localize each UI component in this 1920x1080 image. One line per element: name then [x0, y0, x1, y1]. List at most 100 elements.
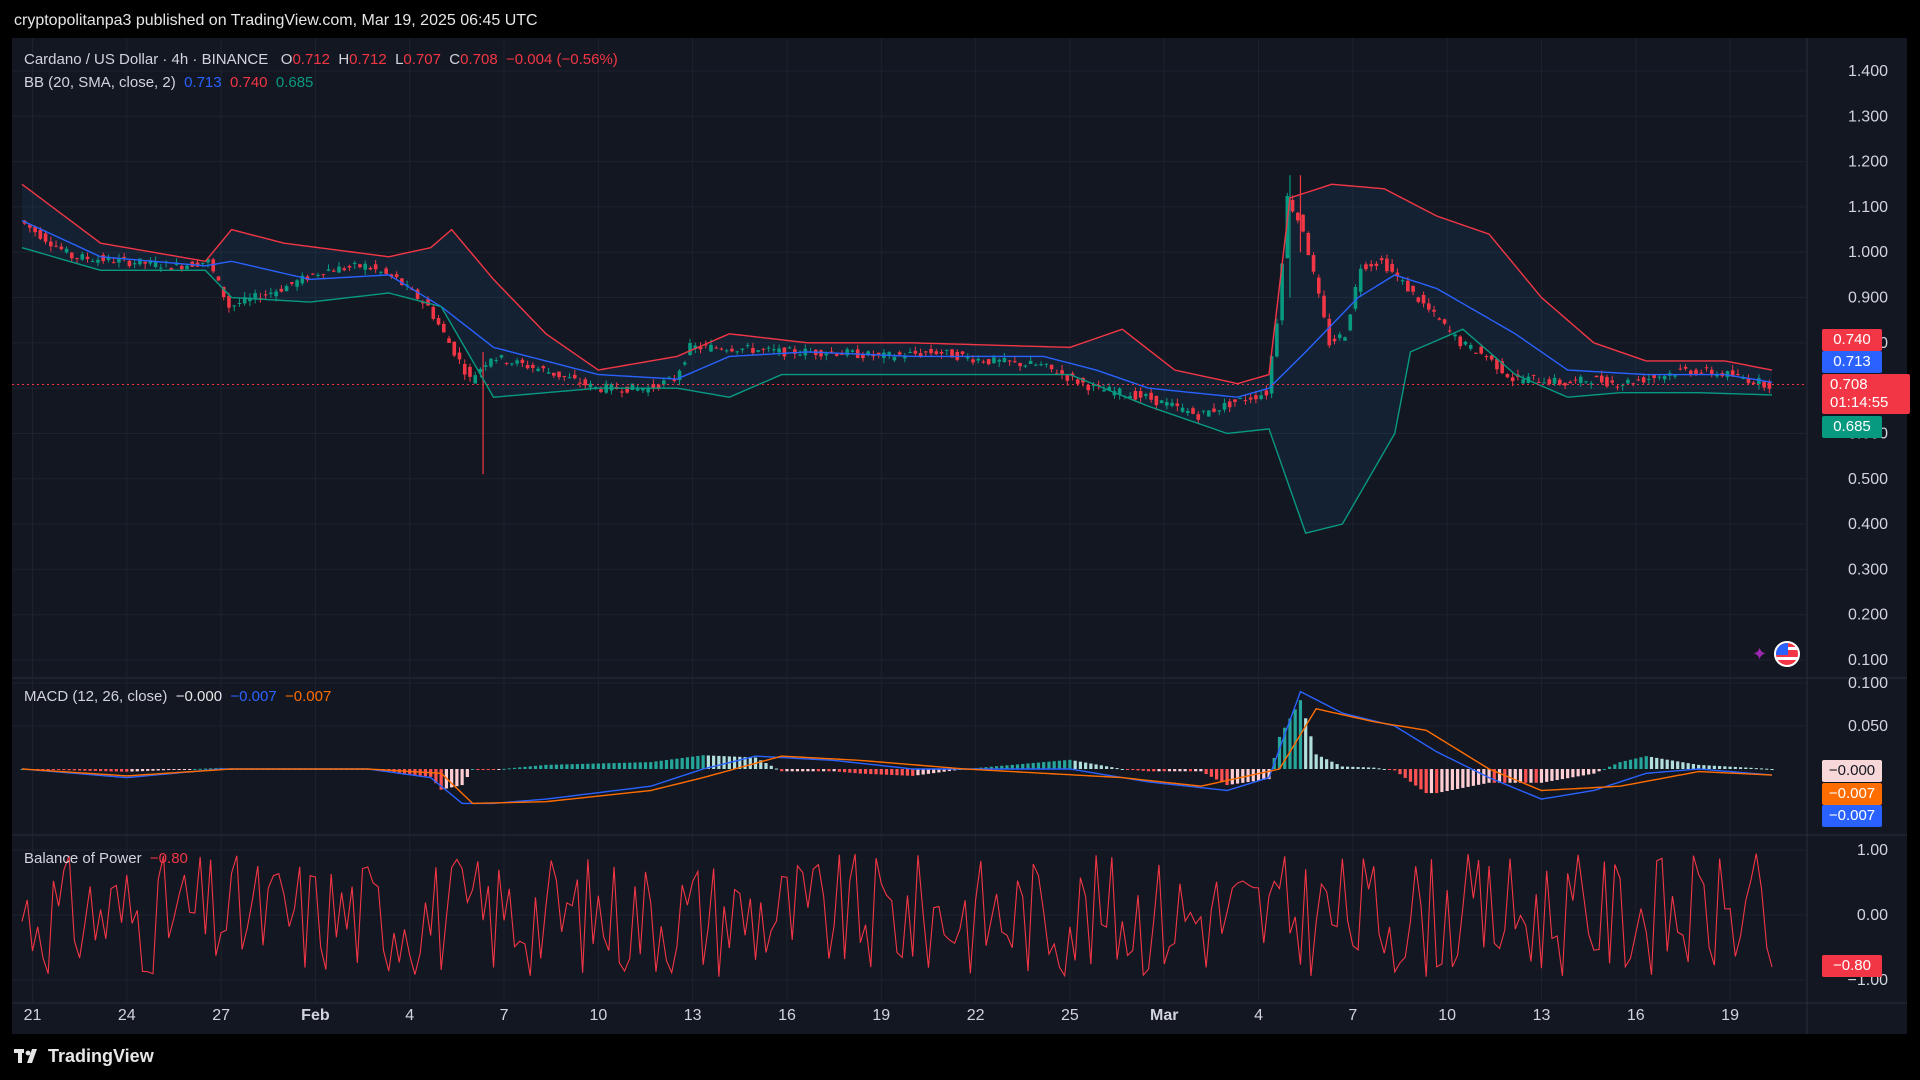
candle-body	[1578, 376, 1583, 384]
candle-body	[1699, 372, 1704, 374]
candle-body	[54, 245, 58, 247]
tradingview-logo[interactable]: TradingView	[14, 1046, 154, 1067]
macd-hist-bar	[1728, 766, 1732, 769]
close-value: 0.708	[460, 51, 498, 68]
candle-body	[1463, 341, 1468, 345]
candle-body	[557, 371, 561, 378]
candle-body	[829, 351, 834, 353]
candle-body	[1322, 295, 1326, 318]
candle-body	[703, 344, 708, 346]
candle-body	[1353, 286, 1358, 309]
candle-body	[1259, 395, 1263, 400]
bop-tick-label: 1.00	[1857, 842, 1888, 859]
macd-hist-bar	[1188, 769, 1193, 772]
candle-body	[415, 289, 420, 299]
macd-hist-bar	[1618, 762, 1622, 769]
macd-hist-bar	[1042, 762, 1046, 769]
candle-body	[263, 294, 268, 296]
macd-hist-bar	[172, 769, 176, 770]
macd-hist-bar	[989, 766, 993, 769]
candle-body	[1060, 370, 1064, 375]
candle-body	[1537, 381, 1541, 383]
macd-hist-bar	[1445, 769, 1449, 792]
macd-hist-bar	[1104, 766, 1109, 769]
candle-body	[1547, 379, 1552, 385]
macd-hist-bar	[1681, 762, 1685, 769]
macd-hist-bar	[140, 769, 145, 772]
candle-body	[216, 276, 221, 281]
candle-body	[462, 363, 467, 375]
macd-hist-bar	[586, 763, 590, 769]
candle-body	[1138, 391, 1143, 398]
macd-hist-bar	[1031, 763, 1035, 769]
candle-body	[1531, 374, 1536, 376]
us-flag-icon[interactable]	[1774, 641, 1800, 667]
candle-body	[326, 269, 331, 271]
candle-body	[651, 384, 656, 389]
macd-hist-bar	[1372, 767, 1376, 769]
chart-svg[interactable]: 1.4001.3001.2001.1001.0000.9000.8000.700…	[12, 38, 1907, 1034]
macd-hist-bar	[1623, 760, 1627, 769]
price-tick-label: 1.100	[1848, 199, 1888, 216]
macd-hist-bar	[984, 767, 988, 769]
candle-body	[1227, 401, 1232, 408]
candle-body	[1594, 375, 1599, 378]
candle-body	[1348, 314, 1353, 331]
macd-hist-bar	[476, 769, 480, 770]
time-tick-label: 16	[1627, 1007, 1645, 1024]
macd-hist-bar	[1335, 764, 1339, 769]
bottom-bar: TradingView	[0, 1034, 1920, 1080]
macd-hist-bar	[937, 769, 941, 773]
macd-hist-bar	[1267, 769, 1271, 780]
last-price-badge: 0.708 01:14:55	[1822, 374, 1910, 414]
candle-body	[148, 260, 153, 264]
candle-body	[1447, 330, 1452, 332]
candle-body	[1479, 346, 1484, 354]
candle-body	[1636, 379, 1641, 381]
macd-hist-bar	[722, 756, 726, 769]
candle-body	[1264, 390, 1269, 396]
macd-hist-bar	[119, 769, 124, 772]
macd-hist-bar	[801, 769, 805, 772]
candle-body	[1626, 379, 1630, 384]
macd-hist-bar	[1146, 769, 1151, 772]
macd-hist-bar	[1534, 769, 1538, 783]
macd-hist-bar	[161, 769, 166, 771]
price-tick-label: 0.900	[1848, 290, 1888, 307]
macd-hist-bar	[822, 769, 826, 772]
macd-hist-bar	[1613, 764, 1617, 769]
candle-body	[1191, 408, 1195, 414]
sparkle-icon[interactable]: ✦	[1752, 644, 1768, 664]
candle-body	[1285, 195, 1290, 259]
chart-area[interactable]: 1.4001.3001.2001.1001.0000.9000.8000.700…	[12, 38, 1910, 1034]
candle-body	[1395, 272, 1400, 277]
candle-body	[101, 254, 106, 262]
candle-body	[531, 364, 535, 368]
candle-body	[1280, 263, 1284, 321]
candle-body	[28, 224, 32, 228]
candle-body	[588, 383, 593, 388]
price-tick-label: 0.400	[1848, 516, 1888, 533]
candle-body	[248, 297, 252, 302]
low-label: L	[395, 51, 404, 68]
candle-body	[1217, 410, 1222, 412]
macd-hist-bar	[1476, 769, 1481, 785]
candle-body	[567, 377, 572, 379]
candle-body	[892, 356, 897, 361]
tradingview-logo-text: TradingView	[48, 1046, 154, 1066]
macd-line	[21, 690, 1773, 805]
macd-hist-bar	[1225, 769, 1229, 786]
macd-hist-bar	[1482, 769, 1486, 784]
candle-body	[1316, 277, 1321, 294]
macd-hist-bar	[1738, 767, 1743, 769]
macd-hist-bar	[491, 769, 496, 770]
candle-body	[1390, 264, 1394, 272]
macd-hist-bar	[795, 769, 800, 772]
macd-hist-bar	[151, 769, 155, 771]
candle-body	[1437, 318, 1442, 320]
candle-body	[1212, 408, 1216, 412]
macd-hist-bar	[575, 764, 579, 769]
macd-hist-bar	[638, 762, 642, 769]
macd-hist-bar	[1508, 769, 1512, 783]
macd-hist-bar	[1571, 769, 1575, 778]
